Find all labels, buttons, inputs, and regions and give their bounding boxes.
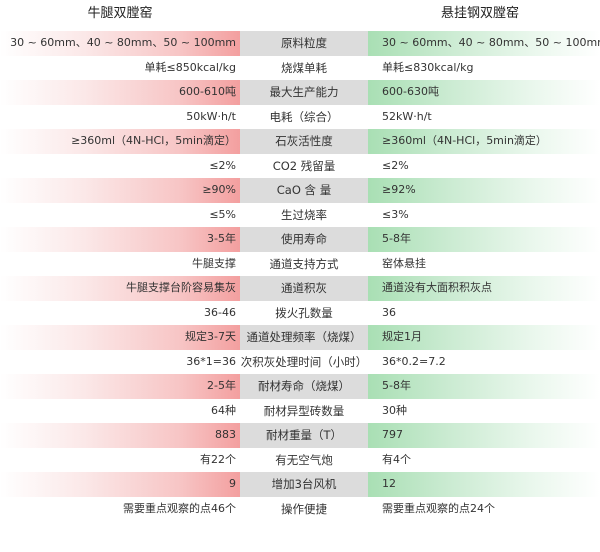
parameter-label: 通道积灰: [240, 276, 368, 301]
left-value: 规定3-7天: [0, 325, 240, 350]
right-value: 36: [382, 305, 396, 319]
table-row: 牛腿支撑 通道支持方式 窑体悬挂: [0, 252, 600, 277]
parameter-label: 最大生产能力: [240, 80, 368, 105]
right-value: 600-630吨: [368, 80, 600, 105]
right-value: 有4个: [382, 452, 411, 466]
left-value: 883: [0, 423, 240, 448]
comparison-header: 牛腿双膛窑 悬挂钢双膛窑: [0, 0, 600, 30]
table-row: ≤5% 生过烧率 ≤3%: [0, 203, 600, 228]
parameter-label: 次积灰处理时间（小时）: [240, 354, 368, 369]
table-row: 64种 耐材异型砖数量 30种: [0, 399, 600, 424]
comparison-table: 30 ~ 60mm、40 ~ 80mm、50 ~ 100mm 原料粒度 30 ~…: [0, 31, 600, 521]
table-row: 单耗≤850kcal/kg 烧煤单耗 单耗≤830kcal/kg: [0, 56, 600, 81]
left-value: 36*1=36: [186, 354, 236, 368]
parameter-label: 原料粒度: [240, 31, 368, 56]
table-row: 36*1=36 次积灰处理时间（小时） 36*0.2=7.2: [0, 350, 600, 375]
left-value: 2-5年: [0, 374, 240, 399]
left-value: ≤5%: [209, 207, 236, 221]
right-value: 36*0.2=7.2: [382, 354, 446, 368]
parameter-label: 通道处理频率（烧煤）: [240, 325, 368, 350]
right-column-title: 悬挂钢双膛窑: [440, 6, 519, 21]
left-value: ≥360ml（4N-HCl，5min滴定）: [0, 129, 240, 154]
parameter-label: 通道支持方式: [269, 256, 339, 271]
right-value: 规定1月: [368, 325, 600, 350]
parameter-label: 使用寿命: [240, 227, 368, 252]
table-row: ≥90% CaO 含 量 ≥92%: [0, 178, 600, 203]
parameter-label: 电耗（综合）: [269, 109, 339, 124]
right-value: ≥92%: [368, 178, 600, 203]
table-row: 规定3-7天 通道处理频率（烧煤） 规定1月: [0, 325, 600, 350]
right-value: 30 ~ 60mm、40 ~ 80mm、50 ~ 100mm: [368, 31, 600, 56]
parameter-label: 耐材异型砖数量: [263, 403, 345, 418]
right-value: 30种: [382, 403, 407, 417]
table-row: 36-46 拨火孔数量 36: [0, 301, 600, 326]
left-column-title: 牛腿双膛窑: [87, 6, 153, 21]
right-value: 单耗≤830kcal/kg: [382, 60, 474, 74]
left-value: 牛腿支撑台阶容易集灰: [0, 276, 240, 301]
right-value: 12: [368, 472, 600, 497]
table-row: 883 耐材重量（T） 797: [0, 423, 600, 448]
right-value: 52kW·h/t: [382, 109, 432, 123]
parameter-label: 石灰活性度: [240, 129, 368, 154]
table-row: 600-610吨 最大生产能力 600-630吨: [0, 80, 600, 105]
parameter-label: 耐材寿命（烧煤）: [240, 374, 368, 399]
right-value: 需要重点观察的点24个: [382, 501, 495, 515]
left-value: 有22个: [200, 452, 236, 466]
left-value: ≤2%: [209, 158, 236, 172]
parameter-label: 生过烧率: [281, 207, 327, 222]
table-row: ≥360ml（4N-HCl，5min滴定） 石灰活性度 ≥360ml（4N-HC…: [0, 129, 600, 154]
parameter-label: 操作便捷: [281, 501, 327, 516]
left-value: 牛腿支撑: [192, 256, 236, 270]
parameter-label: 增加3台风机: [240, 472, 368, 497]
table-row: 牛腿支撑台阶容易集灰 通道积灰 通道没有大面积积灰点: [0, 276, 600, 301]
parameter-label: 耐材重量（T）: [240, 423, 368, 448]
left-value: 30 ~ 60mm、40 ~ 80mm、50 ~ 100mm: [0, 31, 240, 56]
right-value: ≤2%: [382, 158, 409, 172]
table-row: ≤2% CO2 残留量 ≤2%: [0, 154, 600, 179]
table-row: 2-5年 耐材寿命（烧煤） 5-8年: [0, 374, 600, 399]
left-value: 50kW·h/t: [186, 109, 236, 123]
left-value: 600-610吨: [0, 80, 240, 105]
table-row: 50kW·h/t 电耗（综合） 52kW·h/t: [0, 105, 600, 130]
left-value: 9: [0, 472, 240, 497]
left-value: 64种: [211, 403, 236, 417]
right-value: 通道没有大面积积灰点: [368, 276, 600, 301]
parameter-label: CO2 残留量: [272, 158, 336, 173]
left-value: 36-46: [204, 305, 236, 319]
parameter-label: 烧煤单耗: [281, 60, 327, 75]
right-value: 797: [368, 423, 600, 448]
right-value: ≥360ml（4N-HCl，5min滴定）: [368, 129, 600, 154]
right-value: 5-8年: [368, 374, 600, 399]
left-value: 3-5年: [0, 227, 240, 252]
left-value: 单耗≤850kcal/kg: [144, 60, 237, 74]
left-value: ≥90%: [0, 178, 240, 203]
table-row: 3-5年 使用寿命 5-8年: [0, 227, 600, 252]
left-value: 需要重点观察的点46个: [123, 501, 236, 515]
right-value: 5-8年: [368, 227, 600, 252]
table-row: 需要重点观察的点46个 操作便捷 需要重点观察的点24个: [0, 497, 600, 522]
parameter-label: 拨火孔数量: [275, 305, 333, 320]
right-value: 窑体悬挂: [382, 256, 426, 270]
table-row: 9 增加3台风机 12: [0, 472, 600, 497]
right-value: ≤3%: [382, 207, 409, 221]
table-row: 30 ~ 60mm、40 ~ 80mm、50 ~ 100mm 原料粒度 30 ~…: [0, 31, 600, 56]
parameter-label: 有无空气炮: [275, 452, 333, 467]
table-row: 有22个 有无空气炮 有4个: [0, 448, 600, 473]
parameter-label: CaO 含 量: [240, 178, 368, 203]
